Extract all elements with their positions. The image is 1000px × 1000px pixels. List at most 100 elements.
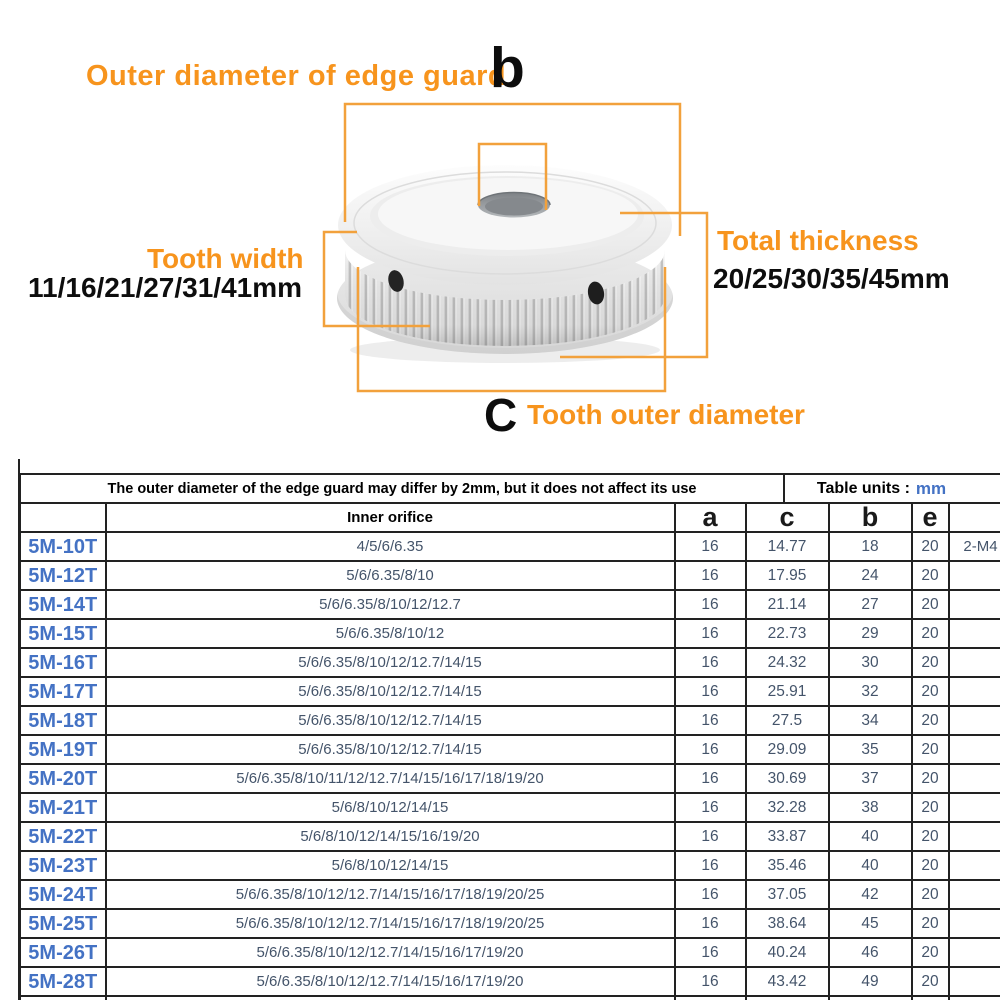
b-value-cell: 35 xyxy=(827,734,913,765)
e-value-cell: 20 xyxy=(910,647,950,678)
extra-cell xyxy=(947,792,1000,823)
e-value-cell: 20 xyxy=(910,763,950,794)
extra-cell xyxy=(947,647,1000,678)
table-row: 5M-24T 5/6/6.35/8/10/12/12.7/14/15/16/17/… xyxy=(18,879,1000,910)
b-value-cell: 45 xyxy=(827,908,913,939)
model-cell: 5M-10T xyxy=(18,531,107,562)
a-value-cell: 16 xyxy=(673,937,747,968)
b-value-cell: 32 xyxy=(827,676,913,707)
c-value-cell: 27.5 xyxy=(744,705,830,736)
b-value-cell: 29 xyxy=(827,618,913,649)
model-cell: 5M-12T xyxy=(18,560,107,591)
e-value-cell: 20 xyxy=(910,531,950,562)
model-cell: 5M-21T xyxy=(18,792,107,823)
table-units-label: Table units : xyxy=(816,479,910,497)
inner-orifice-cell: 5/6/6.35/8/10/12/12.7/14/15/16/17/19/20 xyxy=(104,937,676,968)
inner-orifice-header: Inner orifice xyxy=(104,502,676,533)
dimension-c-label: C xyxy=(484,389,518,441)
table-row: 5M-20T 5/6/6.35/8/10/11/12/12.7/14/15/16/… xyxy=(18,763,1000,794)
table-row: 5M-16T 5/6/6.35/8/10/12/12.7/14/15 16 24.32… xyxy=(18,647,1000,678)
model-cell: 5M-18T xyxy=(18,705,107,736)
a-value-cell: 16 xyxy=(673,560,747,591)
table-row: 5M-23T 5/6/8/10/12/14/15 16 35.46 40 20 xyxy=(18,850,1000,881)
b-value-cell: 34 xyxy=(827,705,913,736)
table-units: Table units : mm xyxy=(785,475,1000,502)
model-cell: 5M-16T xyxy=(18,647,107,678)
b-value-cell: 30 xyxy=(827,647,913,678)
extra-cell xyxy=(947,734,1000,765)
c-value-cell: 30.69 xyxy=(744,763,830,794)
c-value-cell: 22.73 xyxy=(744,618,830,649)
c-value-cell: 40.24 xyxy=(744,937,830,968)
inner-orifice-cell: 4/5/6/6.35 xyxy=(104,531,676,562)
c-value-cell: 29.09 xyxy=(744,734,830,765)
inner-orifice-cell: 5/6/6.35/8/10/12/12.7/14/15 xyxy=(104,676,676,707)
col-header-e: e xyxy=(910,502,950,533)
inner-orifice-cell: 5/6/6.35/8/10/12/12.7/14/15 xyxy=(104,734,676,765)
table-row: 5M-15T 5/6/6.35/8/10/12 16 22.73 29 20 xyxy=(18,618,1000,649)
outer-diameter-label: Outer diameter of edge guard xyxy=(86,60,507,92)
e-value-cell: 20 xyxy=(910,879,950,910)
c-value-cell: 24.32 xyxy=(744,647,830,678)
c-value-cell: 33.87 xyxy=(744,821,830,852)
extra-cell xyxy=(947,821,1000,852)
a-value-cell: 16 xyxy=(673,966,747,997)
model-header-blank xyxy=(18,502,107,533)
col-header-c: c xyxy=(744,502,830,533)
model-cell: 5M-14T xyxy=(18,589,107,620)
b-value-cell: 46 xyxy=(827,937,913,968)
table-row: 5M-22T 5/6/8/10/12/14/15/16/19/20 16 33.87 4… xyxy=(18,821,1000,852)
spec-table-body: 5M-10T 4/5/6/6.35 16 14.77 18 20 2-M4 5M-12T 5/6… xyxy=(18,531,1000,1000)
dimension-b-label: b xyxy=(490,36,525,100)
a-value-cell: 16 xyxy=(673,676,747,707)
a-value-cell: 16 xyxy=(673,531,747,562)
model-cell: 5M-23T xyxy=(18,850,107,881)
extra-cell xyxy=(947,995,1000,1000)
spec-table: The outer diameter of the edge guard may… xyxy=(18,473,1000,1000)
c-value-cell: 21.14 xyxy=(744,589,830,620)
e-value-cell: 20 xyxy=(910,821,950,852)
bore-hole xyxy=(477,191,551,218)
b-value-cell: 38 xyxy=(827,792,913,823)
e-value-cell: 20 xyxy=(910,560,950,591)
b-value-cell: 49 xyxy=(827,966,913,997)
extra-cell xyxy=(947,937,1000,968)
extra-cell xyxy=(947,676,1000,707)
table-units-value: mm xyxy=(915,478,947,498)
table-row: 5M-17T 5/6/6.35/8/10/12/12.7/14/15 16 25.91… xyxy=(18,676,1000,707)
model-cell: 5M-24T xyxy=(18,879,107,910)
model-cell: 5M-28T xyxy=(18,966,107,997)
e-value-cell: 20 xyxy=(910,734,950,765)
dim-bore-bracket xyxy=(477,142,548,210)
b-value-cell: 24 xyxy=(827,560,913,591)
column-header-row: Inner orifice a c b e xyxy=(18,502,1000,533)
extra-cell xyxy=(947,908,1000,939)
e-value-cell: 20 xyxy=(910,792,950,823)
e-value-cell: 20 xyxy=(910,589,950,620)
a-value-cell: 16 xyxy=(673,647,747,678)
extra-cell: 2-M4 xyxy=(947,531,1000,562)
extra-cell xyxy=(947,705,1000,736)
dimension-lines xyxy=(322,102,709,393)
model-cell: 5M-15T xyxy=(18,618,107,649)
table-row: 5M-26T 5/6/6.35/8/10/12/12.7/14/15/16/17/… xyxy=(18,937,1000,968)
extra-header-blank xyxy=(947,502,1000,533)
b-value-cell: 18 xyxy=(827,531,913,562)
tooth-width-values: 11/16/21/27/31/41mm xyxy=(28,272,303,303)
table-row: 5M-28T 5/6/6.35/8/10/12/12.7/14/15/16/17/… xyxy=(18,966,1000,997)
a-value-cell: 16 xyxy=(673,995,747,1000)
extra-cell xyxy=(947,763,1000,794)
tooth-outer-diameter-label: Tooth outer diameter xyxy=(527,399,805,430)
a-value-cell: 16 xyxy=(673,879,747,910)
pulley-tooth-band xyxy=(345,250,665,346)
c-value-cell: 37.05 xyxy=(744,879,830,910)
model-cell: 5M-17T xyxy=(18,676,107,707)
c-value-cell: 32.28 xyxy=(744,792,830,823)
table-note: The outer diameter of the edge guard may… xyxy=(21,475,785,502)
model-cell: 5M-22T xyxy=(18,821,107,852)
model-cell: 5M-19T xyxy=(18,734,107,765)
extra-cell xyxy=(947,850,1000,881)
inner-orifice-cell: 5/6/6.35/8/10/12/12.7/14/15 xyxy=(104,647,676,678)
inner-orifice-cell: 5/6/6.35/8/10/12/12.7/14/15/16/17/19/20 xyxy=(104,966,676,997)
